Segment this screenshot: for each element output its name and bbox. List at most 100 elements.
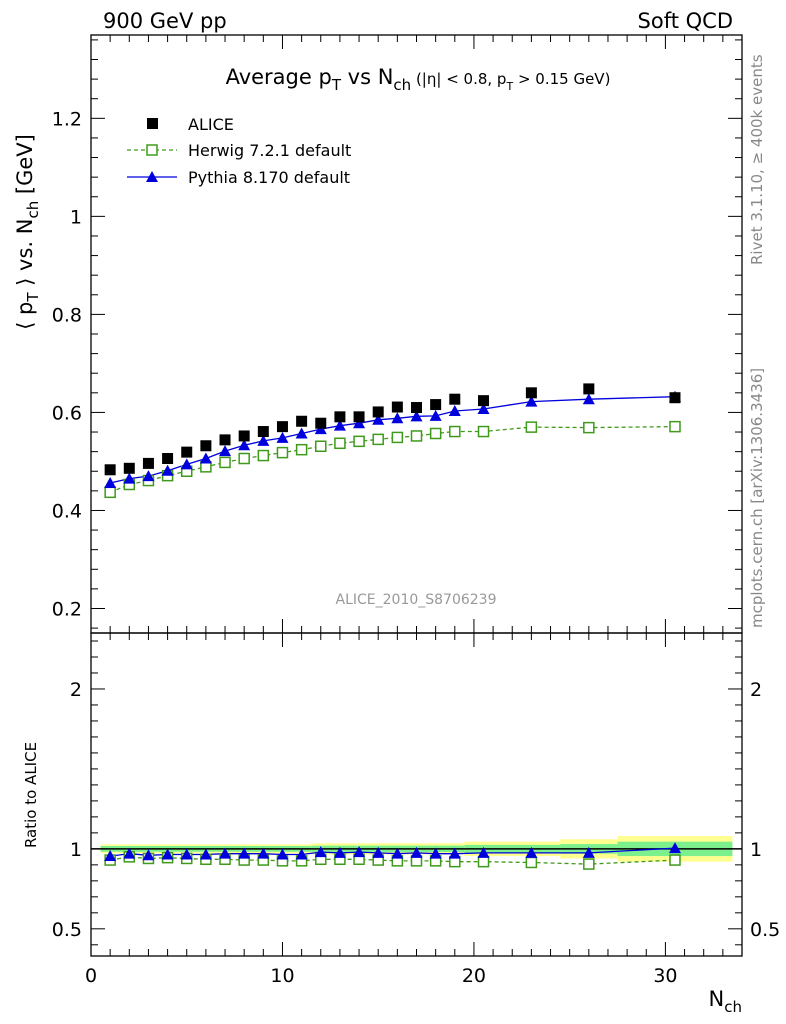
pythia-ratio-point (104, 850, 117, 862)
herwig-point (315, 440, 327, 452)
rivet-label: Rivet 3.1.10, ≥ 400k events (748, 54, 766, 265)
pythia-point (142, 470, 155, 482)
ratio-y-axis-label: Ratio to ALICE (22, 742, 40, 848)
herwig-point (276, 446, 289, 459)
y-tick-label: 0.8 (52, 304, 82, 326)
alice-point (334, 411, 346, 423)
herwig-ratio-point (477, 855, 490, 868)
legend-label-herwig: Herwig 7.2.1 default (188, 141, 351, 160)
alice-point (123, 462, 135, 474)
ratio-tick-label-right: 1 (750, 839, 762, 861)
pythia-ratio-point (199, 848, 212, 860)
pythia-ratio-point (276, 848, 289, 860)
pythia-ratio-point (372, 846, 385, 858)
mcplots-label: mcplots.cern.ch [arXiv:1306.3436] (748, 368, 766, 628)
x-axis-label: Nch (709, 987, 742, 1016)
pythia-ratio-point (219, 847, 232, 859)
alice-point (525, 387, 537, 399)
alice-point (219, 434, 231, 446)
herwig-point (525, 421, 538, 433)
pythia-point (410, 410, 423, 422)
y-tick-label: 0.4 (52, 500, 82, 522)
alice-point (411, 402, 422, 414)
pythia-ratio-point (142, 849, 155, 861)
pythia-point (372, 413, 385, 425)
pythia-ratio-point (391, 847, 404, 859)
pythia-point (525, 395, 538, 407)
herwig-ratio-point (583, 858, 595, 870)
herwig-point (410, 430, 423, 442)
x-tick-label: 0 (85, 965, 97, 987)
alice-point (315, 417, 327, 429)
alice-point (430, 399, 442, 411)
pythia-ratio-point (238, 847, 251, 859)
pythia-point (477, 402, 490, 414)
pythia-point (295, 427, 308, 439)
header-left: 900 GeV pp (103, 9, 227, 33)
alice-point (391, 401, 403, 413)
alice-point (478, 395, 490, 407)
legend-marker-pythia (146, 171, 158, 182)
pythia-ratio-point (180, 848, 193, 860)
alice-point (276, 421, 288, 433)
herwig-ratio-point (525, 856, 538, 869)
pythia-point (276, 431, 289, 443)
pythia-ratio-point (333, 846, 346, 858)
ratio-tick-label-left: 2 (70, 679, 82, 701)
ratio-tick-label-left: 0.5 (52, 919, 82, 941)
pythia-point (333, 419, 346, 431)
x-tick-label: 30 (653, 965, 677, 987)
herwig-point (334, 437, 346, 450)
legend-marker-alice (147, 118, 158, 129)
pythia-point (199, 452, 212, 464)
alice-point (181, 446, 193, 458)
header-right: Soft QCD (638, 9, 733, 33)
pythia-ratio-point (448, 847, 461, 859)
main-axes: 0.2 0.4 0.6 0.8 1 1.2 (52, 35, 743, 633)
herwig-point (372, 433, 384, 446)
herwig-point (477, 425, 490, 438)
herwig-point (104, 486, 116, 499)
pythia-point (257, 434, 270, 446)
pythia-point (429, 409, 442, 421)
pythia-point (353, 417, 366, 429)
legend-label-pythia: Pythia 8.170 default (188, 168, 350, 187)
y-tick-label: 1 (70, 206, 82, 228)
pythia-ratio-point (525, 846, 538, 858)
alice-point (372, 406, 384, 418)
ratio-tick-label-right: 2 (750, 679, 762, 701)
alice-point (583, 383, 595, 395)
ratio-tick-label-left: 1 (70, 839, 82, 861)
pythia-ratio-point (668, 842, 681, 854)
ratio-frame (90, 632, 743, 957)
pythia-ratio-point (314, 846, 327, 858)
herwig-point (429, 427, 442, 440)
pythia-ratio-point (161, 848, 174, 860)
herwig-point (449, 425, 461, 438)
herwig-point (669, 420, 681, 433)
pythia-point (180, 458, 193, 470)
pythia-ratio-point (123, 847, 136, 859)
herwig-point (219, 456, 231, 469)
y-tick-label: 0.6 (52, 402, 82, 424)
pythia-ratio-point (257, 847, 270, 859)
pythia-point (448, 404, 461, 416)
pythia-ratio-point (429, 847, 442, 859)
pythia-point (219, 445, 232, 457)
x-tick-label: 20 (462, 965, 486, 987)
alice-point (238, 430, 250, 442)
x-tick-label: 10 (270, 965, 294, 987)
alice-point (353, 411, 365, 423)
pythia-point (238, 439, 251, 451)
ratio-axes: 0 10 20 30 0.5 0.5 1 1 2 2 (52, 633, 780, 987)
alice-point (162, 453, 174, 465)
pythia-ratio-point (295, 848, 308, 860)
ratio-series (104, 842, 681, 870)
pythia-ratio-point (410, 846, 423, 858)
pythia-point (123, 472, 136, 484)
pythia-ratio-point (353, 846, 366, 858)
alice-point (142, 457, 154, 469)
herwig-point (353, 435, 365, 448)
herwig-point (391, 431, 404, 444)
